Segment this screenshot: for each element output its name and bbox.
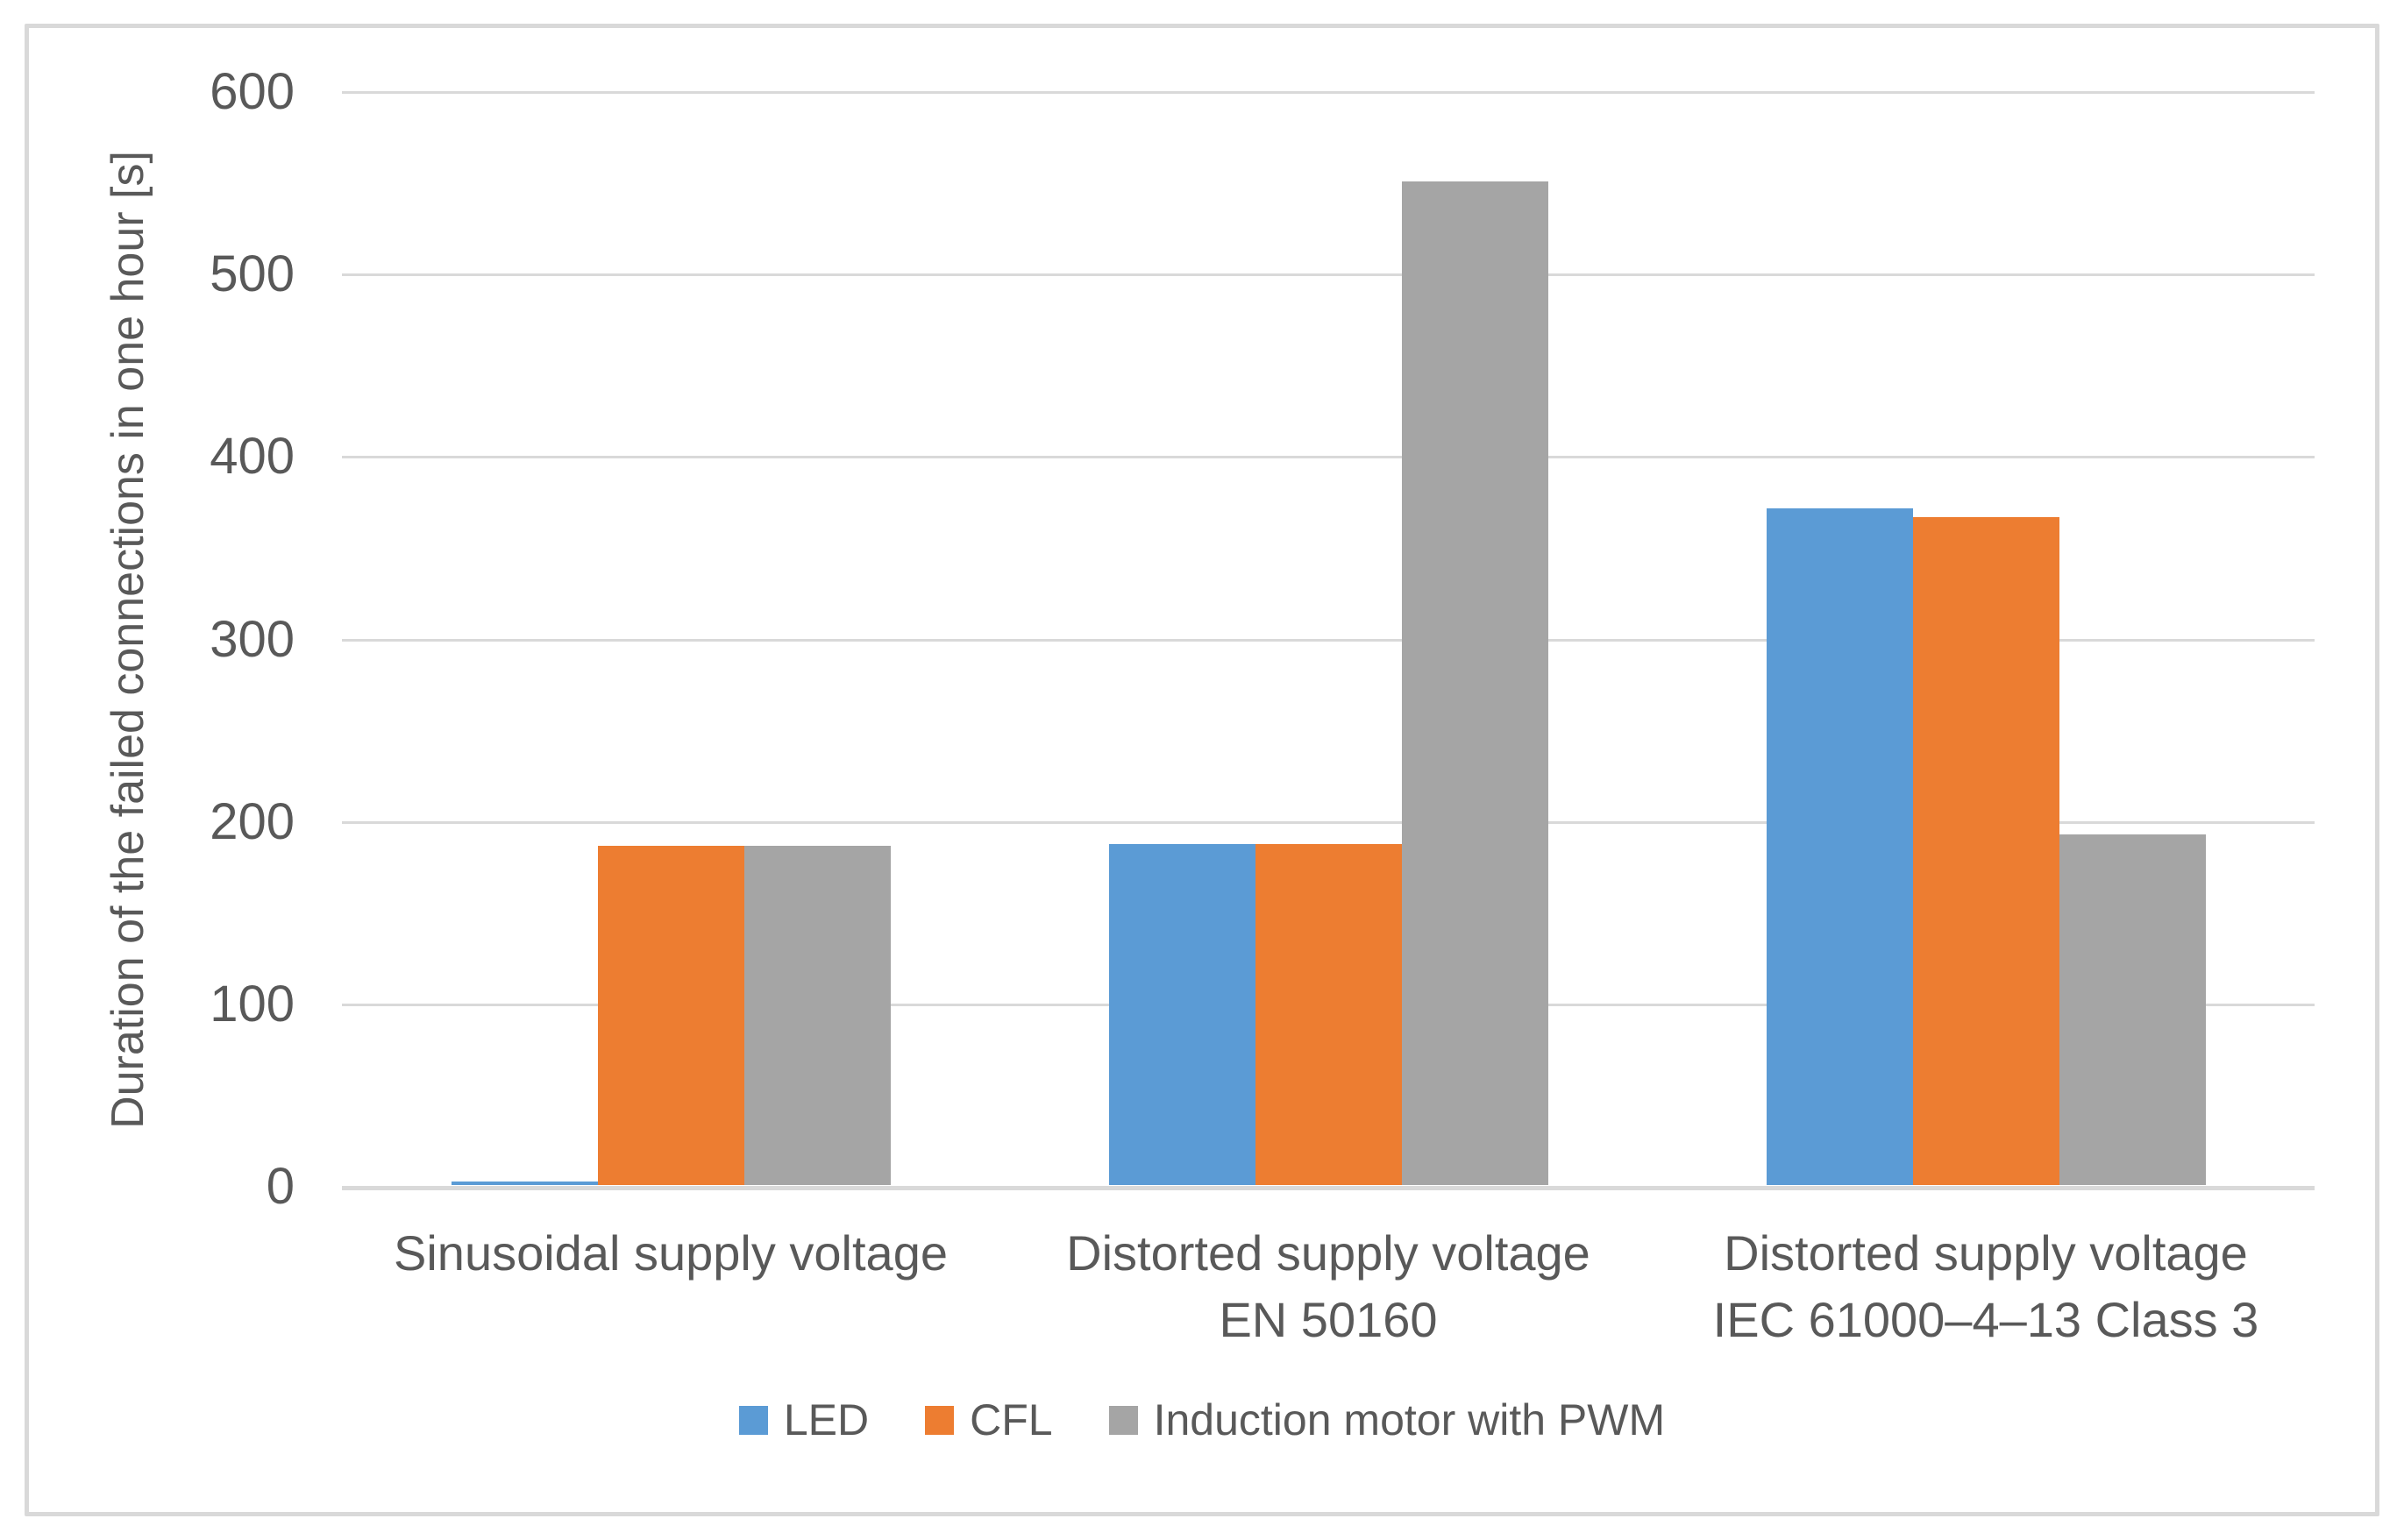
bar-led-0 [451, 1182, 598, 1185]
y-tick-label-100: 100 [210, 975, 295, 1033]
y-tick-label-300: 300 [210, 610, 295, 668]
bar-group-0 [342, 92, 999, 1185]
bar-led-1 [1108, 844, 1255, 1185]
led-series-swatch-icon [738, 1405, 768, 1435]
bar-cfl-1 [1255, 844, 1402, 1185]
bar-cfl-0 [597, 846, 744, 1185]
gridline-200 [342, 820, 2315, 824]
category-label-line: Sinusoidal supply voltage [394, 1225, 948, 1281]
x-axis-category-labels: Sinusoidal supply voltage Distorted suppl… [342, 1220, 2315, 1353]
category-label-line: IEC 61000–4–13 Class 3 [1712, 1292, 2259, 1347]
gridline-400 [342, 456, 2315, 459]
bar-led-2 [1766, 508, 1913, 1185]
y-tick-label-0: 0 [266, 1158, 295, 1215]
chart-legend: LED CFL Induction motor with PWM [0, 1395, 2404, 1444]
legend-label-led: LED [783, 1395, 870, 1444]
cfl-series-swatch-icon [925, 1405, 955, 1435]
legend-label-cfl: CFL [970, 1395, 1053, 1444]
gridline-300 [342, 638, 2315, 642]
category-label-line: Distorted supply voltage [1066, 1225, 1590, 1281]
gridline-500 [342, 273, 2315, 277]
category-label-line: EN 50160 [1219, 1292, 1438, 1347]
legend-item-induction-motor: Induction motor with PWM [1108, 1395, 1666, 1444]
bar-group-1 [999, 92, 1657, 1185]
category-label-2: Distorted supply voltage IEC 61000–4–13 C… [1657, 1220, 2315, 1353]
bar-induction-motor-with-pwm-2 [2059, 834, 2206, 1185]
y-tick-label-600: 600 [210, 63, 295, 120]
y-tick-label-500: 500 [210, 245, 295, 303]
legend-label-induction-motor: Induction motor with PWM [1153, 1395, 1666, 1444]
category-label-1: Distorted supply voltage EN 50160 [999, 1220, 1657, 1353]
bar-induction-motor-with-pwm-0 [743, 846, 891, 1185]
legend-item-led: LED [738, 1395, 870, 1444]
gridline-600 [342, 91, 2315, 94]
bar-group-2 [1657, 92, 2315, 1185]
y-tick-label-200: 200 [210, 792, 295, 850]
gridline-0 [342, 1186, 2315, 1190]
y-tick-label-400: 400 [210, 428, 295, 486]
y-axis-tick-labels: 0 100 200 300 400 500 600 [0, 0, 295, 1540]
plot-area [342, 91, 2315, 1190]
induction-motor-series-swatch-icon [1108, 1405, 1138, 1435]
bar-induction-motor-with-pwm-1 [1401, 181, 1548, 1185]
category-label-line: Distorted supply voltage [1724, 1225, 2248, 1281]
bar-cfl-2 [1912, 517, 2059, 1185]
legend-item-cfl: CFL [925, 1395, 1053, 1444]
bar-groups [342, 92, 2315, 1187]
category-label-0: Sinusoidal supply voltage [342, 1220, 999, 1353]
